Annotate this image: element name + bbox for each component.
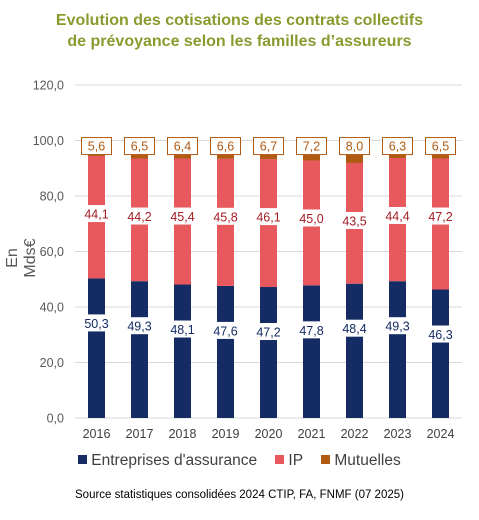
data-label-box-mutuelles — [124, 137, 155, 156]
data-label-ip-2016: 44,1 — [84, 208, 108, 222]
legend-label-ip: IP — [288, 452, 304, 469]
data-label-ip-2017: 44,2 — [127, 210, 151, 224]
data-label-box-mutuelles — [210, 137, 241, 156]
x-tick-label: 2021 — [298, 427, 326, 441]
legend-swatch-entreprises — [78, 455, 88, 464]
bar-entreprises-2023 — [389, 281, 406, 418]
data-label-entreprises-2021: 47,8 — [299, 324, 323, 338]
data-label-box-ip — [253, 208, 284, 226]
bar-entreprises-2022 — [346, 283, 363, 418]
data-label-box-ip — [81, 205, 112, 223]
data-label-mutuelles-2018: 6,4 — [174, 140, 191, 154]
data-label-box-entreprises — [124, 317, 155, 335]
data-label-box-entreprises — [382, 317, 413, 335]
data-label-box-entreprises — [296, 321, 327, 339]
data-label-mutuelles-2020: 6,7 — [260, 140, 277, 154]
legend-item-ip: IP — [275, 452, 303, 470]
data-label-box-entreprises — [339, 319, 370, 337]
x-tick-label: 2017 — [126, 427, 154, 441]
chart-title: Evolution des cotisations des contrats c… — [0, 10, 479, 52]
x-tick-label: 2022 — [341, 427, 369, 441]
source-note: Source statistiques consolidées 2024 CTI… — [75, 489, 404, 501]
data-label-entreprises-2022: 48,4 — [342, 322, 366, 336]
data-label-mutuelles-2022: 8,0 — [346, 140, 363, 154]
chart-title-line-1: Evolution des cotisations des contrats c… — [55, 12, 424, 29]
data-label-ip-2020: 46,1 — [256, 211, 280, 225]
legend-swatch-mutuelles — [321, 455, 331, 464]
x-tick-label: 2018 — [169, 427, 197, 441]
data-label-mutuelles-2016: 5,6 — [88, 140, 105, 154]
x-tick-label: 2024 — [427, 427, 455, 441]
bar-entreprises-2017 — [131, 281, 148, 418]
data-label-box-entreprises — [253, 323, 284, 341]
data-label-entreprises-2017: 49,3 — [127, 320, 151, 334]
data-label-mutuelles-2023: 6,3 — [389, 140, 406, 154]
data-label-mutuelles-2024: 6,5 — [432, 140, 449, 154]
data-label-ip-2021: 45,0 — [299, 212, 323, 226]
legend-item-mutuelles: Mutuelles — [321, 452, 401, 470]
chart-plot: 0,0 20,0 40,0 60,0 80,0 100,0 120,0 50,3 44,1 5,6… — [33, 79, 462, 441]
y-tick-label: 20,0 — [40, 356, 64, 370]
data-label-mutuelles-2019: 6,6 — [217, 140, 234, 154]
data-label-box-ip — [382, 206, 413, 224]
data-label-mutuelles-2017: 6,5 — [131, 140, 148, 154]
data-label-entreprises-2019: 47,6 — [213, 324, 237, 338]
data-label-entreprises-2024: 46,3 — [428, 328, 452, 342]
data-label-ip-2023: 44,4 — [385, 209, 409, 223]
data-label-box-ip — [296, 209, 327, 227]
bar-entreprises-2018 — [174, 284, 191, 418]
data-label-box-ip — [339, 211, 370, 229]
data-label-box-mutuelles — [382, 137, 413, 156]
y-tick-label: 100,0 — [33, 134, 64, 148]
data-label-mutuelles-2021: 7,2 — [303, 140, 320, 154]
x-tick-label: 2019 — [212, 427, 240, 441]
x-tick-label: 2023 — [384, 427, 412, 441]
legend-label-mutuelles: Mutuelles — [334, 452, 401, 469]
y-tick-label: 0,0 — [47, 412, 64, 426]
y-tick-label: 60,0 — [40, 245, 64, 259]
data-label-box-ip — [425, 207, 456, 225]
data-label-entreprises-2020: 47,2 — [256, 326, 280, 340]
data-label-entreprises-2023: 49,3 — [385, 320, 409, 334]
x-tick-label: 2020 — [255, 427, 283, 441]
data-label-box-entreprises — [425, 325, 456, 343]
data-label-ip-2019: 45,8 — [213, 210, 237, 224]
data-label-box-mutuelles — [253, 137, 284, 156]
x-tick-label: 2016 — [83, 427, 111, 441]
legend-swatch-ip — [275, 455, 285, 464]
data-label-ip-2018: 45,4 — [170, 210, 194, 224]
y-tick-label: 120,0 — [33, 79, 64, 93]
data-label-box-entreprises — [167, 320, 198, 338]
data-label-ip-2024: 47,2 — [428, 210, 452, 224]
y-axis-label: En Mds€ — [4, 238, 39, 278]
chart-legend: Entreprises d'assurance IP Mutuelles — [0, 452, 479, 470]
chart-title-line-2: de prévoyance selon les familles d’assur… — [67, 33, 412, 50]
data-label-box-entreprises — [210, 321, 241, 339]
data-label-box-mutuelles — [167, 137, 198, 156]
data-label-box-mutuelles — [81, 137, 112, 156]
data-label-entreprises-2016: 50,3 — [84, 317, 108, 331]
y-tick-label: 80,0 — [40, 190, 64, 204]
data-label-box-entreprises — [81, 314, 112, 332]
data-label-box-mutuelles — [425, 137, 456, 156]
data-label-box-ip — [124, 207, 155, 225]
bar-entreprises-2024 — [432, 289, 449, 418]
data-label-box-ip — [210, 207, 241, 225]
bar-entreprises-2020 — [260, 287, 277, 418]
data-label-box-mutuelles — [296, 137, 327, 156]
data-label-box-ip — [167, 207, 198, 225]
data-label-entreprises-2018: 48,1 — [170, 323, 194, 337]
legend-label-entreprises: Entreprises d'assurance — [91, 452, 258, 469]
bar-entreprises-2021 — [303, 285, 320, 418]
bar-entreprises-2019 — [217, 285, 234, 418]
data-label-box-mutuelles — [339, 137, 370, 156]
legend-item-entreprises: Entreprises d'assurance — [78, 452, 257, 470]
data-label-ip-2022: 43,5 — [342, 214, 366, 228]
y-tick-label: 40,0 — [40, 301, 64, 315]
bar-entreprises-2016 — [88, 278, 105, 418]
